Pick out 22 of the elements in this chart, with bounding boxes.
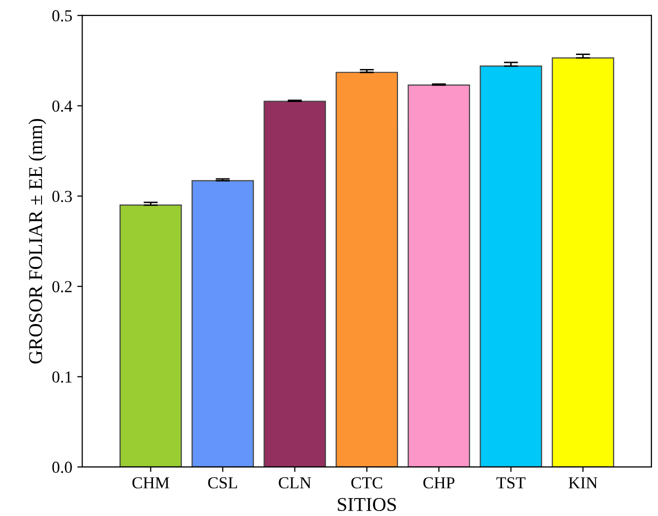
bar xyxy=(408,84,470,467)
bar xyxy=(480,65,542,467)
x-tick-label: CHM xyxy=(132,477,170,488)
y-tick-label: 0.0 xyxy=(52,462,72,473)
x-axis-title: SITIOS xyxy=(338,498,396,512)
bar xyxy=(336,72,398,467)
y-tick-label: 0.1 xyxy=(52,371,72,383)
bar xyxy=(120,204,182,467)
y-tick-label: 0.3 xyxy=(52,190,72,202)
bar xyxy=(264,100,326,467)
x-tick-label: TST xyxy=(496,477,526,488)
bar xyxy=(552,57,614,467)
bar xyxy=(192,180,254,467)
x-tick-label: CLN xyxy=(278,477,312,488)
y-tick-label: 0.2 xyxy=(52,281,72,292)
x-tick-label: CSL xyxy=(208,477,238,488)
y-tick-label: 0.4 xyxy=(52,100,72,112)
x-tick-label: CHP xyxy=(423,477,454,488)
x-tick-label: KIN xyxy=(568,477,598,488)
y-tick-label: 0.5 xyxy=(52,10,72,22)
y-axis-title: GROSOR FOLIAR ± EE (mm) xyxy=(28,119,46,364)
x-tick-label: CTC xyxy=(351,477,382,488)
